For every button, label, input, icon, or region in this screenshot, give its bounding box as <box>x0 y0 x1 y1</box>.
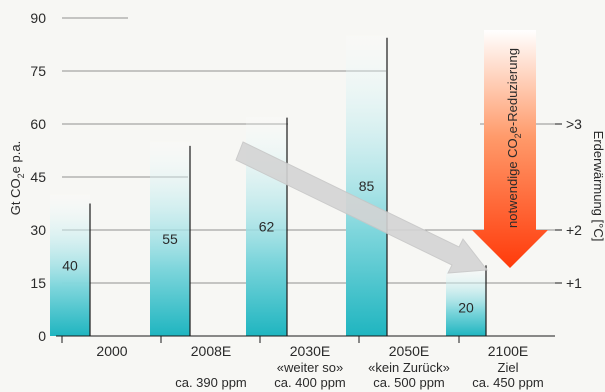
right-tick-labels: >3 +2 +1 <box>555 116 582 291</box>
value-label-2030E: 62 <box>259 218 275 234</box>
x-sublabel-2050E-1: ca. 500 ppm <box>373 375 445 390</box>
y-tick-45: 45 <box>30 169 46 185</box>
right-axis-label: Erderwärmung [°C] <box>591 131 605 242</box>
bar-2050E <box>346 35 387 337</box>
x-tick-2050E: 2050E <box>389 343 429 359</box>
x-sublabel-2030E-0: «weiter so» <box>277 360 343 375</box>
y-tick-75: 75 <box>30 63 46 79</box>
x-sublabel-2008E-1: ca. 390 ppm <box>175 375 247 390</box>
y-tick-90: 90 <box>30 10 46 26</box>
y-tick-labels: 0 15 30 45 60 75 90 <box>30 10 46 344</box>
y-axis-label-sub: 2 <box>16 173 26 178</box>
x-sublabel-2100E-1: ca. 450 ppm <box>472 375 544 390</box>
annotation-text-after: e-Reduzierung <box>505 48 520 133</box>
grid-lines <box>62 17 555 284</box>
x-tick-2008E: 2008E <box>191 343 231 359</box>
trend-arrow <box>235 141 488 274</box>
value-label-2008E: 55 <box>162 231 178 247</box>
x-tick-2030E: 2030E <box>290 343 330 359</box>
reduction-arrow <box>472 30 548 268</box>
value-label-2050E: 85 <box>359 178 375 194</box>
bar-lines <box>89 37 487 336</box>
bar-2100E <box>446 265 486 336</box>
bar-2008E <box>150 141 190 336</box>
x-sublabel-2050E-0: «kein Zurück» <box>368 360 450 375</box>
y-tick-15: 15 <box>30 275 46 291</box>
y-tick-0: 0 <box>38 328 46 344</box>
bars <box>50 35 486 337</box>
y-tick-30: 30 <box>30 222 46 238</box>
right-tick-2: +1 <box>566 275 582 291</box>
value-label-2000: 40 <box>62 257 78 273</box>
x-sublabel-2030E-1: ca. 400 ppm <box>274 375 346 390</box>
annotation-text-before: notwendige CO <box>505 138 520 228</box>
x-tick-2100E: 2100E <box>488 343 528 359</box>
right-tick-1: +2 <box>566 222 582 238</box>
x-sublabel-2100E-0: Ziel <box>498 360 519 375</box>
y-tick-60: 60 <box>30 116 46 132</box>
y-axis-label-before: Gt CO <box>8 178 23 215</box>
reduction-annotation: notwendige CO2e-Reduzierung <box>505 48 523 228</box>
value-labels: 40 55 62 85 20 <box>62 178 474 316</box>
value-label-2100E: 20 <box>458 300 474 316</box>
annotation-text-sub: 2 <box>513 133 523 138</box>
x-tick-2000: 2000 <box>96 343 127 359</box>
right-tick-0: >3 <box>566 116 582 132</box>
bar-2000 <box>50 194 90 336</box>
y-axis-label: Gt CO2e p.a. <box>8 141 26 215</box>
y-axis-label-after: e p.a. <box>8 141 23 174</box>
